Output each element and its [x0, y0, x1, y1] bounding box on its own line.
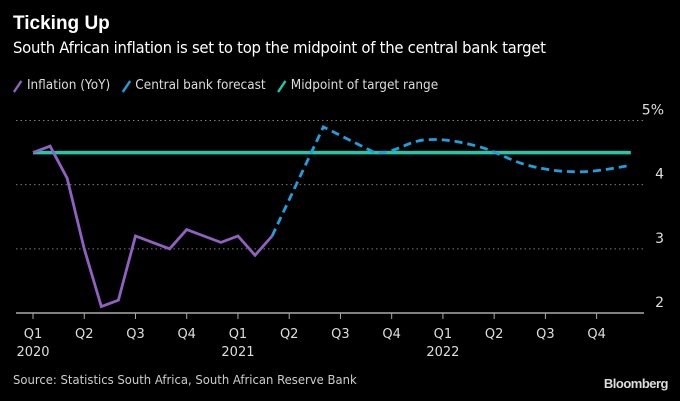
chart-title: Ticking Up [13, 13, 110, 34]
y-tick-label: 5% [642, 103, 664, 119]
legend-swatch-inflation [13, 79, 23, 93]
forecast-line [270, 125, 631, 237]
legend-swatch-midpoint [276, 79, 287, 93]
source-note: Source: Statistics South Africa, South A… [13, 372, 357, 387]
x-tick-label: Q1 [434, 327, 453, 342]
x-tick-label: Q2 [75, 327, 94, 342]
x-year-label: 2022 [426, 345, 459, 360]
bloomberg-logo: Bloomberg [603, 376, 669, 391]
x-axis: Q1 2020 Q2 Q3 Q4 Q1 2021 Q2 Q3 Q4 Q1 2022 Q2 Q3 Q4 [16, 312, 644, 360]
y-tick-label: 4 [655, 167, 664, 183]
y-axis-labels: 5% 4 3 2 [642, 103, 664, 312]
legend-label-midpoint: Midpoint of target range [290, 78, 439, 93]
x-tick-label: Q4 [177, 327, 196, 342]
x-year-label: 2021 [221, 345, 254, 360]
legend-item-inflation: Inflation (YoY) [13, 78, 110, 93]
series-lines [32, 125, 631, 309]
legend-label-inflation: Inflation (YoY) [26, 78, 111, 93]
legend-item-forecast: Central bank forecast [121, 78, 266, 93]
x-year-label: 2020 [16, 345, 49, 360]
legend: Inflation (YoY) Central bank forecast Mi… [13, 78, 438, 93]
x-tick-label: Q3 [536, 327, 555, 342]
x-tick-label: Q2 [280, 327, 299, 342]
x-tick-label: Q4 [587, 327, 606, 342]
legend-label-forecast: Central bank forecast [135, 78, 266, 93]
legend-item-midpoint: Midpoint of target range [276, 78, 439, 93]
x-tick-label: Q1 [24, 327, 43, 342]
legend-swatch-forecast [121, 79, 131, 93]
x-tick-label: Q2 [485, 327, 504, 342]
x-tick-label: Q3 [331, 327, 350, 342]
x-tick-label: Q1 [229, 327, 248, 342]
chart-subtitle: South African inflation is set to top th… [13, 38, 546, 57]
y-tick-label: 3 [655, 231, 664, 247]
gridlines [16, 120, 644, 250]
inflation-line [32, 144, 274, 309]
x-tick-label: Q3 [126, 327, 145, 342]
x-tick-label: Q4 [382, 327, 401, 342]
y-tick-label: 2 [655, 295, 664, 311]
